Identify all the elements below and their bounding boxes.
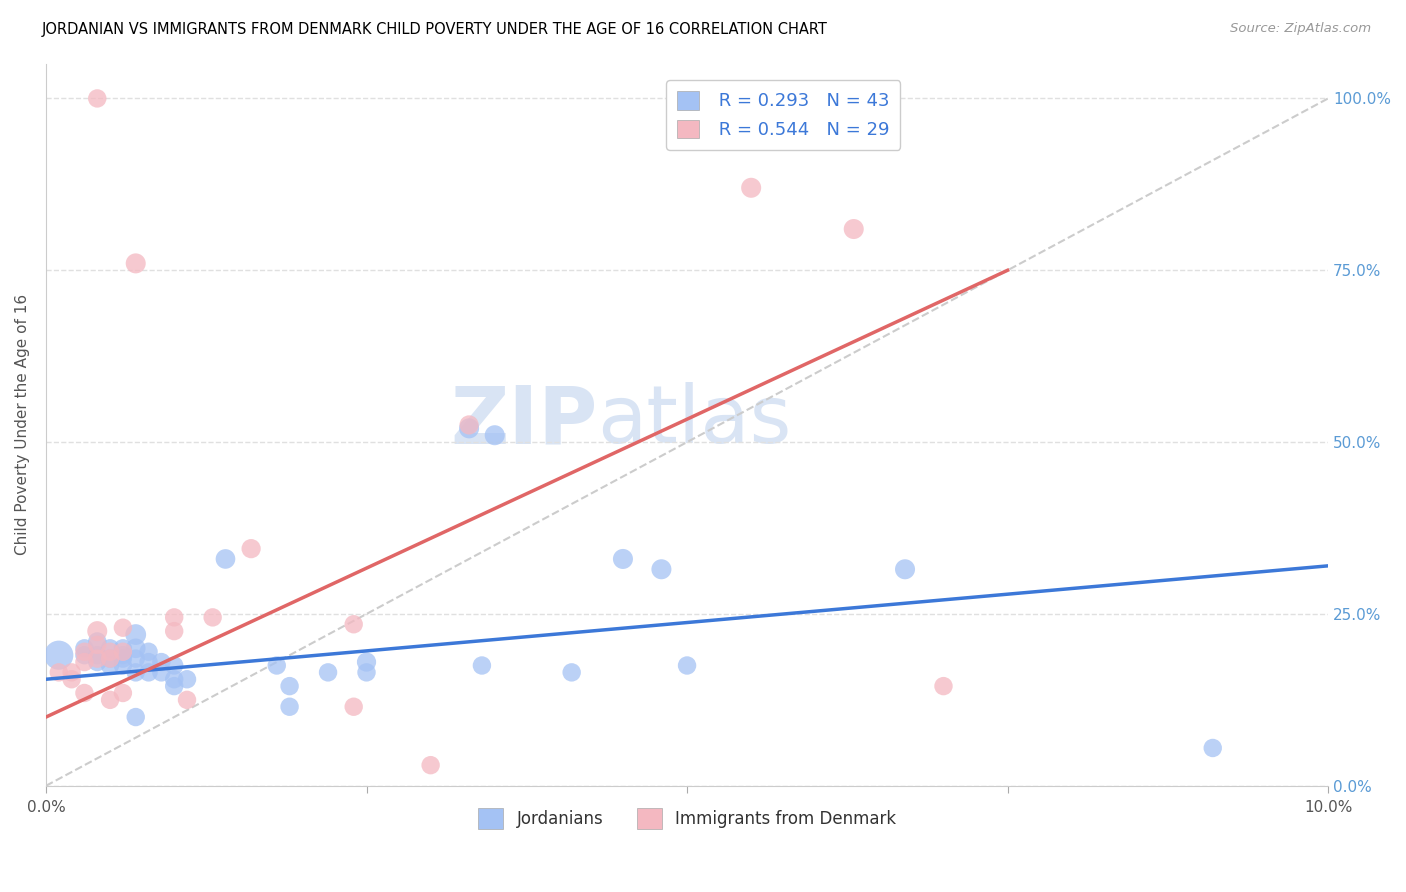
Point	[894, 562, 917, 576]
Point	[73, 648, 96, 663]
Point	[176, 672, 198, 686]
Point	[356, 655, 378, 669]
Point	[240, 541, 263, 556]
Point	[125, 641, 148, 656]
Point	[111, 621, 134, 635]
Point	[98, 693, 121, 707]
Point	[214, 552, 236, 566]
Point	[484, 428, 506, 442]
Point	[561, 665, 583, 680]
Point	[73, 641, 96, 656]
Point	[86, 634, 108, 648]
Point	[201, 610, 224, 624]
Point	[612, 552, 634, 566]
Point	[125, 710, 148, 724]
Point	[266, 658, 288, 673]
Text: Source: ZipAtlas.com: Source: ZipAtlas.com	[1230, 22, 1371, 36]
Point	[471, 658, 494, 673]
Text: ZIP: ZIP	[450, 383, 598, 460]
Point	[842, 222, 865, 236]
Point	[125, 627, 148, 641]
Point	[73, 686, 96, 700]
Point	[111, 651, 134, 665]
Point	[176, 693, 198, 707]
Point	[98, 658, 121, 673]
Point	[73, 655, 96, 669]
Point	[125, 651, 148, 665]
Point	[111, 686, 134, 700]
Text: atlas: atlas	[598, 383, 792, 460]
Point	[150, 655, 173, 669]
Point	[86, 624, 108, 639]
Point	[1202, 741, 1225, 756]
Point	[163, 658, 186, 673]
Point	[48, 648, 70, 663]
Point	[163, 672, 186, 686]
Point	[740, 181, 762, 195]
Legend: Jordanians, Immigrants from Denmark: Jordanians, Immigrants from Denmark	[471, 802, 903, 835]
Point	[163, 624, 186, 639]
Point	[138, 665, 160, 680]
Point	[98, 651, 121, 665]
Point	[111, 658, 134, 673]
Point	[111, 645, 134, 659]
Point	[676, 658, 699, 673]
Point	[163, 679, 186, 693]
Point	[48, 665, 70, 680]
Text: JORDANIAN VS IMMIGRANTS FROM DENMARK CHILD POVERTY UNDER THE AGE OF 16 CORRELATI: JORDANIAN VS IMMIGRANTS FROM DENMARK CHI…	[42, 22, 828, 37]
Point	[138, 645, 160, 659]
Point	[111, 648, 134, 663]
Y-axis label: Child Poverty Under the Age of 16: Child Poverty Under the Age of 16	[15, 294, 30, 556]
Point	[343, 617, 366, 632]
Point	[138, 655, 160, 669]
Point	[458, 417, 481, 432]
Point	[343, 699, 366, 714]
Point	[86, 91, 108, 105]
Point	[86, 648, 108, 663]
Point	[316, 665, 339, 680]
Point	[458, 421, 481, 435]
Point	[125, 665, 148, 680]
Point	[419, 758, 441, 772]
Point	[278, 679, 301, 693]
Point	[86, 638, 108, 652]
Point	[86, 651, 108, 665]
Point	[98, 645, 121, 659]
Point	[60, 672, 83, 686]
Point	[150, 665, 173, 680]
Point	[278, 699, 301, 714]
Point	[125, 256, 148, 270]
Point	[86, 655, 108, 669]
Point	[60, 665, 83, 680]
Point	[163, 610, 186, 624]
Point	[650, 562, 672, 576]
Point	[356, 665, 378, 680]
Point	[932, 679, 955, 693]
Point	[111, 641, 134, 656]
Point	[98, 641, 121, 656]
Point	[73, 645, 96, 659]
Point	[98, 651, 121, 665]
